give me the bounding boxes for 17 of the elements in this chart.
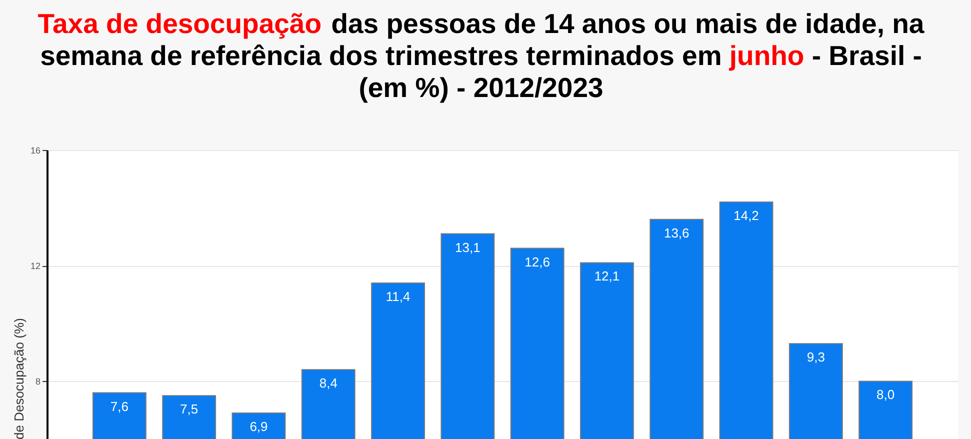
data-label: 13,1: [455, 240, 480, 255]
data-label: 8,0: [876, 387, 895, 402]
data-label: 6,9: [250, 418, 268, 434]
chart-title: Taxa de desocupação das pessoas de 14 anos ou mais de idade, na semana de referência dos trimestres terminados em junho - Brasil - (em %) - 2012/2023: [38, 8, 924, 103]
data-label: 9,3: [806, 350, 825, 365]
y-tick-label: 8: [35, 376, 40, 387]
data-label: 7,5: [180, 402, 198, 417]
data-label: 12,6: [524, 254, 550, 270]
data-label: 12,1: [594, 268, 620, 284]
data-label: 11,4: [386, 288, 410, 304]
data-label: 14,2: [734, 208, 759, 224]
y-axis-title: de Desocupação (%): [11, 318, 26, 439]
data-label: 13,6: [664, 225, 690, 240]
y-tick-label: 16: [30, 146, 40, 156]
data-label: 8,4: [319, 376, 338, 391]
y-tick-label: 12: [30, 261, 40, 272]
data-label: 7,6: [110, 398, 128, 414]
